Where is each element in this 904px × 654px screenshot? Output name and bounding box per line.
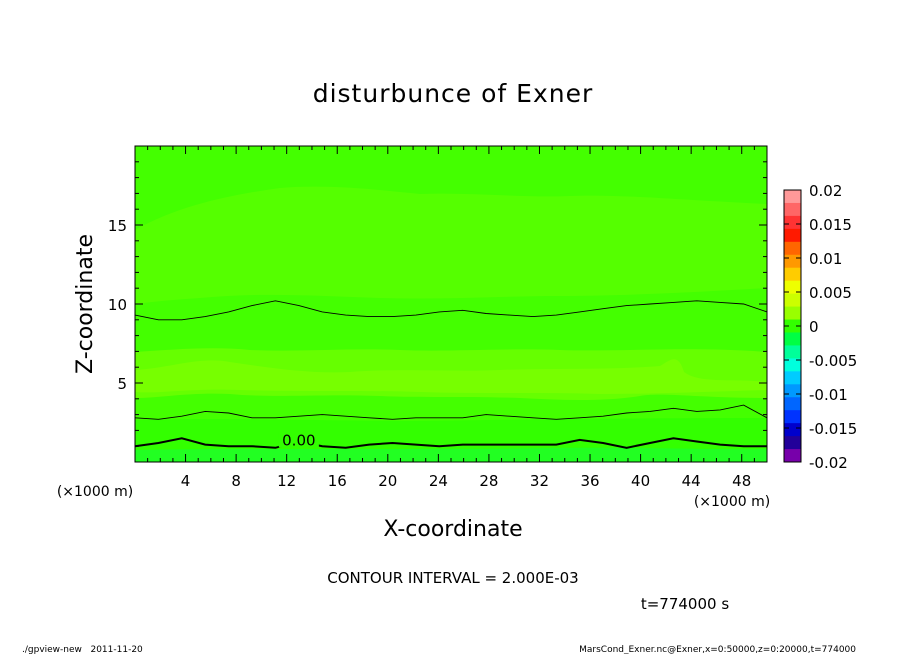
colorbar-swatch: [784, 397, 801, 411]
contour-lines: 0.00: [134, 300, 768, 449]
x-tick-label: 20: [378, 472, 397, 490]
colorbar-label: -0.005: [809, 352, 857, 370]
contour-line: [134, 404, 768, 420]
time-annotation: t=774000 s: [641, 595, 729, 613]
colorbar-swatch: [784, 358, 801, 372]
y-axis: 5 10 15: [108, 161, 767, 447]
x-tick-label: 44: [682, 472, 701, 490]
colorbar-swatch: [784, 410, 801, 424]
chart-title: disturbunce of Exner: [313, 79, 594, 108]
colorbar-label: 0.01: [809, 250, 842, 268]
colorbar-swatch: [784, 436, 801, 450]
x-tick-label: 28: [479, 472, 498, 490]
colorbar-label: -0.015: [809, 420, 857, 438]
colorbar-label: 0.015: [809, 216, 852, 234]
colorbar-swatch: [784, 384, 801, 398]
band-surface-core: [135, 447, 767, 462]
contour-line: [134, 300, 768, 321]
colorbar-swatch: [784, 293, 801, 308]
x-tick-label: 48: [732, 472, 751, 490]
plot-background: [135, 146, 767, 462]
y-tick-label: 5: [117, 375, 127, 393]
contour-label-bg: [278, 431, 319, 448]
colorbar-swatch: [784, 267, 801, 282]
x-axis-unit-right: (×1000 m): [694, 494, 770, 510]
colorbar-swatch: [784, 190, 801, 204]
colorbar-swatch: [784, 449, 801, 463]
footer-left: ./gpview-new 2011-11-20: [22, 645, 143, 654]
colorbar-swatch: [784, 306, 801, 321]
colorbar-label: 0: [809, 318, 819, 336]
x-tick-label: 40: [631, 472, 650, 490]
x-tick-label: 4: [181, 472, 191, 490]
x-tick-label: 16: [328, 472, 347, 490]
colorbar-swatch: [784, 202, 801, 217]
colorbar-swatch: [784, 345, 801, 359]
contour-interval-annotation: CONTOUR INTERVAL = 2.000E-03: [327, 569, 578, 587]
x-axis-unit-left: (×1000 m): [57, 484, 133, 500]
band-upper-light: [135, 186, 767, 304]
colorbar-swatch: [784, 423, 801, 437]
colorbar-label: 0.02: [809, 182, 842, 200]
colorbar-label: -0.01: [809, 386, 848, 404]
colorbar-swatch: [784, 371, 801, 385]
plot-area: 0.00: [134, 145, 768, 463]
colorbar-swatch: [784, 332, 801, 346]
colorbar-swatch: [784, 280, 801, 295]
x-axis: 4 8 12 16 20 24 28 32 36 40 44 48: [147, 146, 755, 490]
contour-label: 0.00: [282, 431, 315, 449]
footer-right: MarsCond_Exner.nc@Exner,x=0:50000,z=0:20…: [579, 645, 856, 654]
x-axis-label: X-coordinate: [383, 517, 522, 542]
colorbar-label: 0.005: [809, 284, 852, 302]
colorbar-swatch: [784, 228, 801, 243]
x-tick-label: 24: [429, 472, 448, 490]
x-tick-label: 8: [231, 472, 241, 490]
colorbar-swatch: [784, 241, 801, 256]
y-tick-label: 10: [108, 296, 127, 314]
band-lower-core: [135, 359, 767, 394]
x-tick-label: 36: [580, 472, 599, 490]
y-axis-label: Z-coordinate: [73, 234, 98, 374]
y-tick-label: 15: [108, 217, 127, 235]
colorbar-swatch: [784, 215, 801, 230]
colorbar-swatch: [784, 254, 801, 269]
colorbar-swatch: [784, 319, 801, 333]
x-tick-label: 32: [530, 472, 549, 490]
contour-line: [134, 437, 767, 449]
colorbar: 0.02 0.015 0.01 0.005 0 -0.005 -0.01 -0.015 -0.0…: [783, 182, 857, 472]
x-tick-label: 12: [277, 472, 296, 490]
colorbar-label: -0.02: [809, 454, 848, 472]
